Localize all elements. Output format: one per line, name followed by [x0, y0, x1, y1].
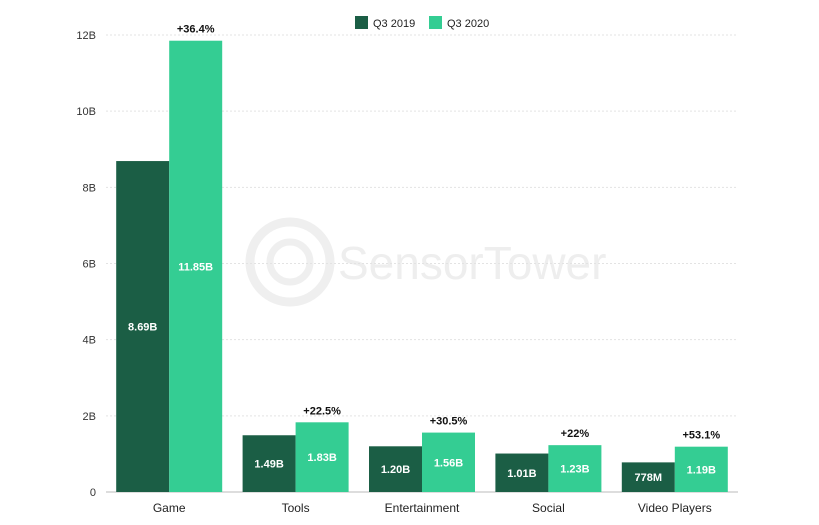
growth-label-entertainment: +30.5%	[430, 416, 468, 428]
bar-entertainment-q3-2019	[369, 446, 422, 492]
bar-tools-q3-2020	[295, 422, 349, 492]
y-tick-label: 8B	[83, 182, 96, 194]
legend-swatch-q3-2019	[355, 16, 368, 29]
data-label-tools-q3-2020: 1.83B	[307, 452, 336, 464]
bar-game-q3-2020	[169, 40, 223, 493]
growth-label-tools: +22.5%	[303, 405, 341, 417]
bars	[116, 40, 728, 493]
y-tick-label: 6B	[83, 259, 96, 271]
bar-social-q3-2020	[548, 445, 602, 492]
data-label-social-q3-2020: 1.23B	[560, 464, 589, 476]
legend-label-q3-2019: Q3 2019	[373, 18, 415, 30]
legend-swatch-q3-2020	[429, 16, 442, 29]
growth-label-social: +22%	[561, 428, 590, 440]
data-label-tools-q3-2019: 1.49B	[254, 459, 283, 471]
labels: 0 2B 4B 6B 8B 10B 12B 8.69B 11.85B +36.4% Game 1.49…	[76, 24, 720, 515]
watermark: SensorTower	[245, 217, 606, 307]
x-category-label-social: Social	[532, 501, 565, 515]
data-label-game-q3-2019: 8.69B	[128, 322, 157, 334]
data-label-social-q3-2019: 1.01B	[507, 468, 536, 480]
y-tick-label: 2B	[83, 411, 96, 423]
data-label-video-players-q3-2019: 778M	[635, 472, 663, 484]
y-tick-label: 0	[90, 487, 96, 499]
bar-social-q3-2019	[495, 453, 549, 492]
x-category-label-video-players: Video Players	[638, 501, 712, 515]
x-category-label-tools: Tools	[282, 501, 310, 515]
y-tick-label: 12B	[76, 30, 96, 42]
growth-label-game: +36.4%	[177, 24, 215, 36]
bar-entertainment-q3-2020	[422, 432, 475, 492]
legend-label-q3-2020: Q3 2020	[447, 18, 489, 30]
bar-video-players-q3-2020	[674, 446, 728, 492]
data-label-video-players-q3-2020: 1.19B	[687, 464, 716, 476]
data-label-entertainment-q3-2019: 1.20B	[381, 464, 410, 476]
watermark-logo-ring	[245, 217, 335, 307]
bar-video-players-q3-2019	[621, 462, 675, 492]
legend: Q3 2019 Q3 2020	[355, 16, 489, 30]
growth-label-video-players: +53.1%	[682, 430, 720, 442]
y-tick-label: 4B	[83, 335, 96, 347]
bar-tools-q3-2019	[242, 435, 296, 492]
bar-game-q3-2019	[116, 161, 170, 492]
data-label-game-q3-2020: 11.85B	[178, 261, 213, 273]
y-tick-label: 10B	[76, 106, 96, 118]
x-category-label-game: Game	[153, 501, 186, 515]
watermark-logo-inner	[266, 238, 314, 286]
x-category-label-entertainment: Entertainment	[385, 501, 460, 515]
data-label-entertainment-q3-2020: 1.56B	[434, 457, 463, 469]
